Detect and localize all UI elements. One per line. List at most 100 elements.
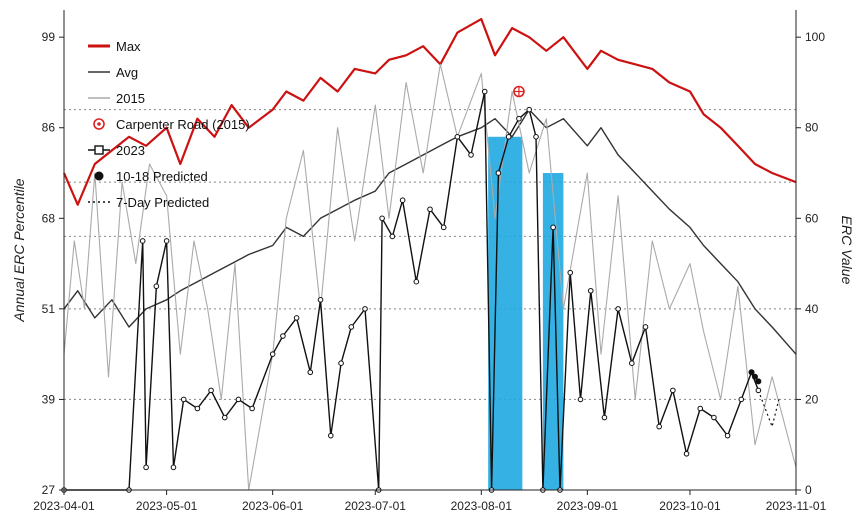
point-2023-12 (249, 405, 255, 412)
left-tick-label-3: 68 (42, 211, 56, 225)
right-tick-label-4: 80 (805, 121, 819, 135)
right-tick-label-1: 20 (805, 392, 819, 406)
point-2023-46 (629, 360, 635, 367)
tick-labels: 2023-04-01 2023-05-01 2023-06-01 2023-07-01… (33, 30, 826, 513)
grid-lines (64, 109, 796, 400)
point-2023-27 (427, 206, 433, 213)
point-2023-41 (567, 269, 574, 276)
left-tick-label-5: 99 (42, 30, 56, 44)
legend-label-carpenter-road-2015-: Carpenter Road (2015) (116, 117, 250, 132)
point-2023-26 (413, 278, 420, 285)
point-2023-45 (615, 306, 621, 312)
point-2023-11 (235, 396, 242, 403)
legend-swatch-square-2023 (94, 145, 104, 155)
series-line-max (62, 18, 797, 206)
point-2023-29 (454, 133, 461, 140)
highlight-bands (488, 136, 564, 491)
series-line-2015 (63, 63, 797, 491)
legend-label-7-day-predicted: 7-Day Predicted (116, 195, 209, 210)
point-2023-25 (399, 197, 406, 203)
highlight-band-0 (488, 136, 523, 490)
point-2023-48 (656, 423, 662, 430)
left-axis-title: Annual ERC Percentile (11, 178, 27, 322)
point-2023-17 (317, 297, 324, 303)
axes (59, 10, 801, 495)
legend-swatch-10-18-predicted (94, 171, 104, 181)
right-tick-label-2: 40 (805, 302, 819, 316)
point-2023-44 (601, 414, 608, 421)
right-tick-label-0: 0 (805, 483, 812, 497)
point-2023-28 (440, 224, 447, 231)
highlight-band-1 (542, 173, 564, 491)
legend-label-avg: Avg (116, 65, 138, 80)
point-2023-51 (697, 405, 704, 412)
point-2023-50 (683, 450, 690, 457)
series-markers (61, 85, 762, 493)
x-tick-label-4: 2023-08-01 (451, 499, 513, 513)
point-predicted-1 (751, 373, 758, 380)
point-2023-54 (738, 396, 745, 403)
left-tick-label-4: 86 (42, 121, 56, 135)
legend-swatch-carpenter-road-2015- (93, 118, 105, 130)
point-2023-33 (495, 170, 502, 176)
right-axis-title: ERC Value (839, 216, 855, 285)
point-2023-4 (153, 283, 160, 290)
x-tick-label-0: 2023-04-01 (33, 499, 95, 513)
point-2023-8 (194, 405, 201, 412)
point-2023-21 (362, 306, 368, 312)
point-predicted-0 (748, 369, 755, 376)
point-2023-2 (139, 238, 146, 244)
point-2023-5 (163, 238, 170, 244)
x-tick-label-7: 2023-11-01 (766, 499, 827, 513)
point-2023-52 (711, 414, 717, 421)
point-2023-42 (577, 396, 584, 403)
legend-label-10-18-predicted: 10-18 Predicted (116, 169, 208, 184)
point-2023-56 (755, 387, 762, 394)
series-lines (62, 18, 797, 491)
point-2023-13 (269, 351, 276, 357)
legend: Max Avg 2015 Carpenter Road (2015) 2023 10-18… (88, 39, 250, 210)
point-predicted-2 (755, 378, 762, 385)
x-tick-label-1: 2023-05-01 (136, 499, 198, 513)
point-2023-53 (724, 432, 731, 439)
point-2023-20 (348, 324, 355, 330)
point-2023-24 (389, 233, 396, 240)
legend-label-2015: 2015 (116, 91, 145, 106)
point-2023-37 (533, 133, 539, 140)
series-line-2023 (64, 90, 760, 491)
point-2023-31 (481, 88, 488, 95)
legend-swatch-dot-carpenter-road-2015- (97, 122, 101, 126)
point-2023-34 (505, 133, 512, 140)
point-2023-9 (208, 387, 214, 394)
point-2023-49 (670, 387, 676, 394)
x-tick-label-2: 2023-06-01 (242, 499, 304, 513)
left-tick-label-1: 39 (42, 392, 56, 406)
right-tick-label-5: 100 (805, 30, 825, 44)
x-tick-label-6: 2023-10-01 (659, 499, 721, 513)
point-2023-18 (328, 432, 334, 439)
right-tick-label-3: 60 (805, 211, 819, 225)
x-tick-label-5: 2023-09-01 (557, 499, 619, 513)
left-tick-label-2: 51 (42, 302, 56, 316)
point-2023-3 (143, 464, 149, 471)
point-2023-16 (307, 369, 314, 376)
legend-label-2023: 2023 (116, 143, 145, 158)
point-2023-36 (526, 106, 532, 113)
point-2023-19 (338, 360, 344, 367)
legend-label-max: Max (116, 39, 141, 54)
point-2023-43 (587, 287, 594, 294)
point-2023-30 (468, 152, 474, 158)
point-2023-6 (170, 464, 177, 471)
point-2023-15 (293, 315, 300, 321)
left-tick-label-0: 27 (42, 483, 56, 497)
x-tick-label-3: 2023-07-01 (345, 499, 407, 513)
series-line-avg (63, 108, 797, 355)
point-2023-10 (221, 414, 228, 421)
point-2023-39 (550, 224, 556, 231)
point-2023-14 (280, 333, 286, 339)
point-2023-7 (180, 396, 187, 403)
point-2023-23 (379, 215, 385, 222)
point-2023-47 (642, 324, 649, 330)
point-2023-35 (516, 115, 522, 122)
